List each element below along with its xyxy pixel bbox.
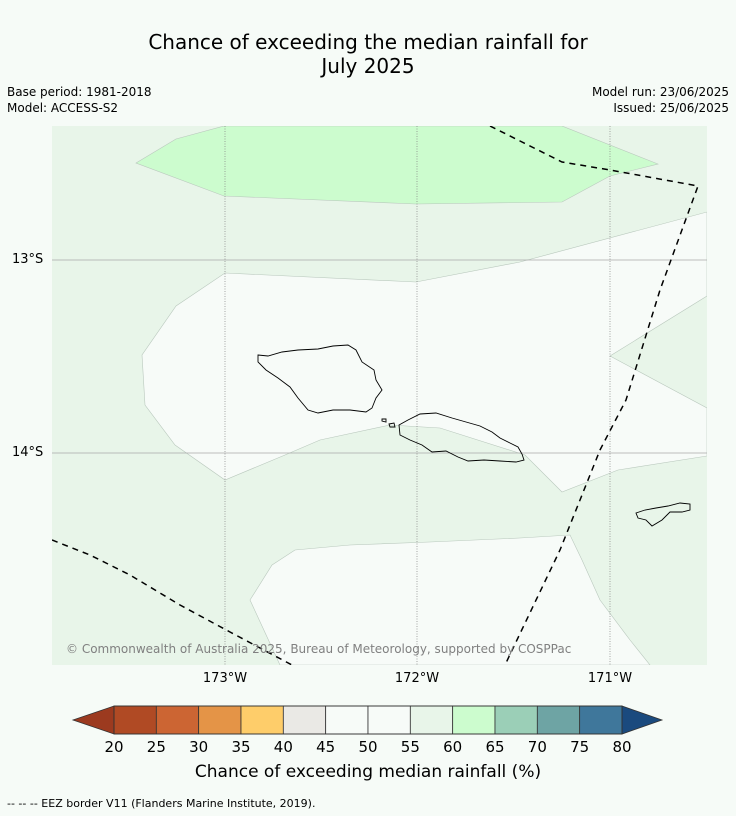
colorbar-cell [282,705,327,735]
colorbar-tick-label: 65 [485,738,505,756]
island-apolima [381,418,387,423]
colorbar-low-arrow [71,705,115,735]
base-period: Base period: 1981-2018 [7,85,152,99]
colorbar-cell [536,705,581,735]
colorbar-cell [579,705,623,735]
lon-label-173w: 173°W [202,671,248,686]
eez-border-southwest [52,539,293,665]
lon-label-171w: 171°W [587,671,633,686]
colorbar-tick-label: 80 [612,738,632,756]
colorbar-cell [155,705,200,735]
region-50-55-south [249,534,651,665]
forecast-map [52,126,707,665]
colorbar-tick-label: 20 [104,738,124,756]
colorbar-cell [325,705,369,735]
colorbar-tick-label: 40 [273,738,293,756]
colorbar-tick-label: 30 [189,738,209,756]
issued-date: Issued: 25/06/2025 [613,101,729,115]
colorbar-tick-label: 75 [570,738,590,756]
eez-legend: -- -- -- EEZ border V11 (Flanders Marine… [7,797,316,810]
meta-left: Base period: 1981-2018 Model: ACCESS-S2 [7,84,152,116]
colorbar-label: Chance of exceeding median rainfall (%) [194,762,542,782]
island-manono [388,422,396,428]
region-50-55 [141,211,707,493]
model-name: Model: ACCESS-S2 [7,101,119,115]
colorbar-outline [113,705,623,735]
colorbar-tick-label: 50 [358,738,378,756]
colorbar-high-arrow [621,705,664,735]
map-title: Chance of exceeding the median rainfall … [0,30,736,78]
lat-label-13s: 13°S [12,252,44,267]
colorbar-tick-label: 25 [146,738,166,756]
lon-label-172w: 172°W [394,671,440,686]
colorbar-tick-label: 70 [527,738,547,756]
colorbar-tick-label: 55 [400,738,420,756]
title-line-2: July 2025 [321,54,415,78]
region-60-65 [135,126,659,205]
copyright-notice: © Commonwealth of Australia 2025, Bureau… [66,642,572,656]
colorbar-cell [240,705,284,735]
model-run: Model run: 23/06/2025 [591,85,729,99]
colorbar-cell [198,705,242,735]
island-savaii [257,344,383,414]
title-line-1: Chance of exceeding the median rainfall … [148,30,588,54]
meta-right: Model run: 23/06/2025 Issued: 25/06/2025 [592,84,729,116]
island-upolu [398,412,525,463]
colorbar-cell [452,705,496,735]
eez-border-east [489,126,700,665]
colorbar-tick-label: 45 [316,738,336,756]
colorbar-tick-label: 35 [231,738,251,756]
colorbar-cell [367,705,411,735]
island-tutuila [635,502,691,527]
colorbar-cell [409,705,454,735]
colorbar-cell [113,705,157,735]
lat-label-14s: 14°S [12,445,44,460]
colorbar-cell [494,705,538,735]
colorbar-tick-label: 60 [443,738,463,756]
